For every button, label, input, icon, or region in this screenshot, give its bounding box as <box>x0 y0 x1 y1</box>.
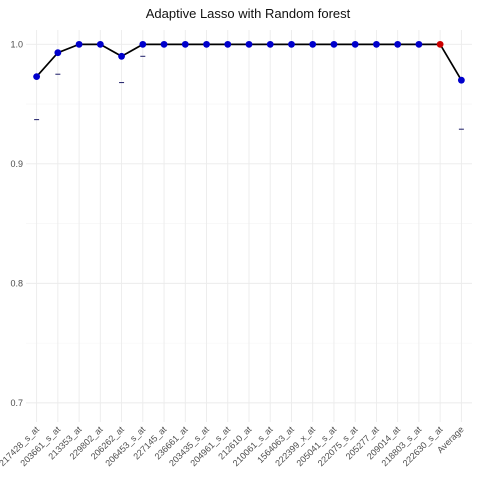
data-point <box>330 40 338 48</box>
data-point <box>373 40 380 48</box>
y-tick-label: 0.7 <box>10 398 23 408</box>
data-point <box>203 40 210 48</box>
data-point <box>457 76 465 84</box>
data-point <box>415 40 423 48</box>
data-point <box>436 40 444 48</box>
data-point <box>394 40 402 48</box>
data-point <box>288 40 295 48</box>
y-tick-label: 0.9 <box>10 159 23 169</box>
data-point <box>96 40 104 48</box>
y-tick-labels: 0.7 0.8 0.9 1.0 <box>10 39 23 408</box>
grid-layer <box>26 30 472 422</box>
data-point <box>351 40 359 48</box>
data-point <box>224 40 232 48</box>
chart-title: Adaptive Lasso with Random forest <box>146 6 351 21</box>
y-tick-label: 1.0 <box>10 39 23 49</box>
data-point <box>160 40 168 48</box>
error-marks <box>34 55 464 130</box>
data-point <box>181 40 189 48</box>
data-point <box>309 40 317 48</box>
y-tick-label: 0.8 <box>10 278 23 288</box>
data-point <box>33 73 41 81</box>
data-point <box>118 52 125 60</box>
data-points <box>33 40 465 84</box>
data-point <box>139 40 147 48</box>
data-point <box>245 40 253 48</box>
data-point <box>54 49 62 57</box>
data-point <box>75 40 83 48</box>
data-point <box>266 40 274 48</box>
